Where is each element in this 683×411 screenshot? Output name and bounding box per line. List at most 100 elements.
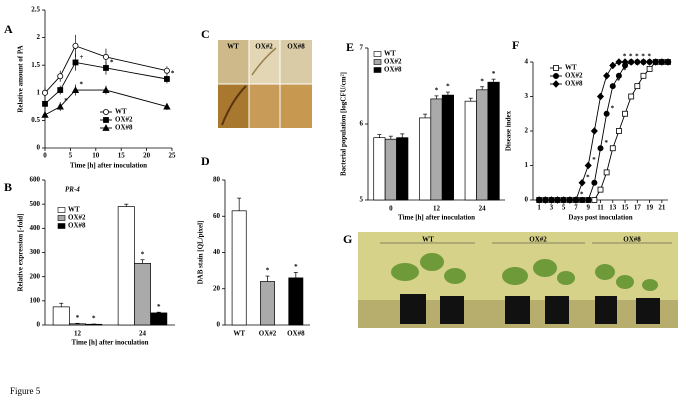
y-axis-label: Relative amount of PA — [17, 45, 25, 112]
marker — [621, 58, 629, 66]
group-label: OX#8 — [623, 236, 641, 244]
y-tick-label: 0 — [37, 144, 41, 152]
y-tick-label: 100 — [30, 296, 41, 304]
bar — [134, 263, 151, 326]
bar — [384, 138, 397, 201]
y-axis-label: Disease index — [505, 110, 513, 151]
bar — [260, 281, 275, 326]
marker — [615, 58, 623, 66]
significance: * — [92, 315, 96, 323]
y-tick-label: 60 — [213, 212, 221, 220]
marker — [639, 58, 648, 66]
marker — [646, 66, 653, 72]
y-tick-label: 600 — [30, 176, 41, 184]
column-label: WT — [227, 43, 239, 51]
bar — [52, 306, 70, 326]
y-axis-label: Bacterial population [logCFU/cm²] — [340, 72, 348, 176]
x-tick-label: 13 — [609, 204, 617, 212]
legend-label: WT — [115, 108, 127, 116]
x-tick-label: 17 — [634, 204, 642, 212]
y-tick-label: 7 — [360, 44, 364, 52]
legend-label: OX#2 — [384, 58, 402, 66]
x-tick-label: 10 — [92, 152, 100, 160]
marker — [633, 58, 641, 66]
y-tick-label: 300 — [30, 248, 41, 256]
significance: * — [492, 70, 496, 78]
marker — [585, 196, 592, 203]
y-tick-label: 5 — [360, 196, 364, 204]
marker — [609, 61, 617, 70]
x-tick-label: 25 — [169, 152, 177, 160]
marker — [627, 58, 635, 66]
marker — [57, 87, 64, 93]
legend-swatch — [373, 51, 382, 57]
legend-label: OX#2 — [115, 116, 133, 124]
y-tick-label: 4 — [525, 58, 529, 66]
bar — [476, 89, 489, 201]
y-tick-label: 1 — [37, 88, 41, 96]
legend-label: OX#2 — [68, 214, 86, 222]
significance: * — [641, 53, 645, 61]
bar — [69, 323, 86, 326]
significance: * — [435, 86, 439, 94]
stain-image — [218, 40, 312, 128]
marker — [572, 196, 580, 204]
marker — [57, 73, 64, 80]
marker — [553, 65, 559, 71]
marker — [102, 86, 110, 93]
marker — [591, 179, 598, 186]
marker — [584, 161, 592, 170]
figure-caption: Figure 5 — [10, 386, 41, 396]
panel-letter: E — [346, 40, 354, 54]
marker — [560, 196, 568, 204]
legend-label: OX#8 — [565, 80, 583, 88]
y-tick-label: 1 — [525, 161, 529, 169]
panel-letter: C — [201, 27, 210, 41]
marker — [658, 58, 666, 66]
panel-letter: D — [201, 154, 210, 168]
marker — [163, 102, 171, 110]
y-tick-label: 0.5 — [31, 116, 40, 124]
legend-swatch — [57, 215, 66, 221]
x-tick-label: 20 — [143, 152, 151, 160]
x-tick-label: 1 — [537, 204, 541, 212]
significance: * — [76, 314, 80, 322]
bar — [117, 206, 135, 326]
significance: * — [64, 97, 68, 105]
x-tick-label: 12 — [74, 330, 82, 338]
x-tick-label: 9 — [586, 204, 590, 212]
x-tick-label: 15 — [118, 152, 126, 160]
x-tick-label: 3 — [550, 204, 554, 212]
y-tick-label: 400 — [30, 224, 41, 232]
x-tick-label: 24 — [479, 205, 487, 213]
bar — [419, 117, 432, 201]
significance: * — [266, 267, 270, 275]
marker — [597, 186, 604, 193]
legend-label: WT — [565, 64, 577, 72]
x-axis-label: Time [h] after inoculation — [72, 339, 149, 347]
bar — [150, 312, 168, 326]
marker — [646, 58, 654, 66]
y-tick-label: 6 — [360, 120, 364, 128]
legend-swatch — [373, 67, 382, 73]
x-tick-label: 12 — [433, 205, 441, 213]
y-tick-label: 2 — [525, 127, 529, 135]
bar — [85, 323, 103, 326]
plant-photo — [358, 232, 678, 328]
marker — [609, 145, 616, 152]
y-tick-label: 0 — [525, 196, 529, 204]
x-tick-label: 0 — [389, 205, 393, 213]
group-label: WT — [422, 236, 434, 244]
significance: * — [623, 53, 627, 61]
legend-label: OX#8 — [384, 66, 402, 74]
group-label: OX#2 — [529, 236, 547, 244]
panel-letter: A — [4, 22, 13, 36]
marker — [609, 83, 616, 90]
legend-label: WT — [384, 50, 396, 58]
series-line — [539, 61, 668, 201]
marker — [553, 73, 560, 80]
marker — [603, 169, 610, 176]
x-tick-label: 19 — [646, 204, 654, 212]
significance: * — [580, 191, 584, 199]
significance: * — [480, 77, 484, 85]
